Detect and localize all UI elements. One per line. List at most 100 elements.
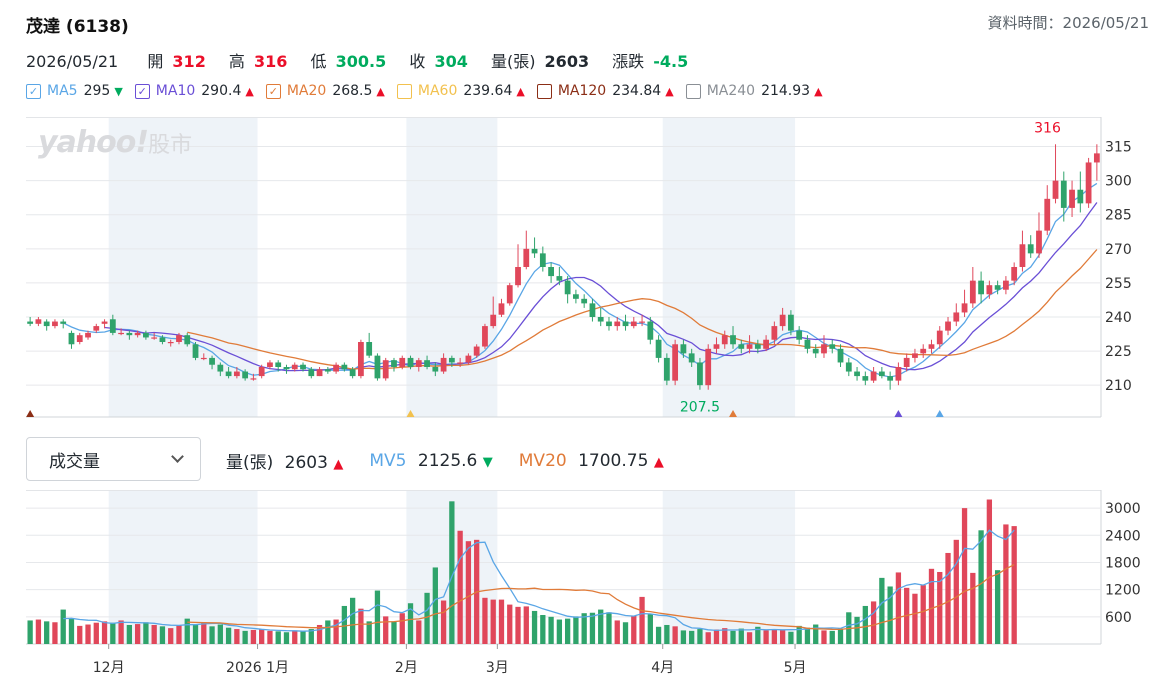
volume-bar	[531, 610, 538, 644]
volume-chart[interactable]: 600 1200 1800 2400 3000 12月 2026 1月 2月 3月 4月 5月	[26, 490, 1146, 690]
close-value: 304	[434, 52, 468, 71]
volume-bar	[465, 541, 472, 644]
candle-up	[415, 360, 422, 367]
checkbox-icon[interactable]: ✓	[265, 83, 281, 99]
mv20-label: MV20	[518, 450, 567, 471]
volume-tick-label: 3000	[1105, 501, 1141, 517]
candle-down	[308, 369, 315, 377]
candle-up	[713, 344, 720, 349]
trend-up-icon: ▲	[245, 84, 254, 98]
max-price-label: 316	[1034, 120, 1061, 136]
volume-bar	[598, 609, 604, 644]
candle-down	[804, 339, 811, 349]
volume-tick-label: 1800	[1105, 555, 1141, 571]
price-tick-label: 225	[1105, 344, 1132, 360]
volume-bar	[85, 624, 91, 644]
volume-tick-label: 2400	[1105, 528, 1141, 544]
candle-down	[192, 344, 199, 358]
candle-up	[498, 303, 505, 315]
indicator-select[interactable]: 成交量	[26, 437, 201, 481]
candle-up	[358, 342, 364, 377]
volume-bar	[813, 624, 819, 644]
event-marker-icon	[26, 410, 35, 417]
candle-down	[68, 332, 75, 345]
trend-up-icon: ▲	[653, 454, 664, 470]
volume-bar	[440, 600, 447, 644]
volume-bar	[614, 620, 620, 644]
stock-title: 茂達 (6138)	[26, 17, 129, 37]
month-label: 5月	[784, 660, 807, 676]
volume-bar	[234, 629, 240, 644]
price-chart[interactable]: 210 225 240 255 270 285 300 315 316 207.5	[26, 117, 1146, 419]
volume-bar	[639, 596, 645, 644]
volume-bar	[622, 622, 629, 644]
candle-down	[887, 376, 894, 381]
candle-down	[655, 339, 662, 358]
month-label: 12月	[93, 660, 125, 676]
volume-value: 2603	[544, 52, 590, 71]
candle-up	[118, 332, 124, 335]
ma-toggle-ma60[interactable]: MA60 239.64 ▲	[396, 83, 525, 99]
candle-up	[1044, 198, 1051, 231]
volume-bar	[374, 590, 381, 644]
ma-toggle-ma10[interactable]: ✓ MA10 290.4 ▲	[134, 83, 254, 99]
volume-bar	[110, 622, 116, 644]
mv5-label: MV5	[369, 450, 407, 471]
candle-up	[1036, 230, 1042, 254]
candle-down	[324, 369, 331, 372]
volume-bar	[399, 613, 405, 644]
checkbox-icon[interactable]	[685, 83, 701, 99]
checkbox-icon[interactable]: ✓	[134, 83, 150, 99]
candle-up	[101, 321, 108, 324]
volume-bar	[606, 612, 612, 644]
volume-bar	[267, 630, 273, 644]
checkbox-icon[interactable]: ✓	[26, 83, 41, 99]
volume-bar	[680, 630, 687, 644]
checkbox-icon[interactable]	[536, 83, 552, 99]
volume-bar	[581, 613, 587, 644]
ma-toggle-ma120[interactable]: MA120 234.84 ▲	[536, 83, 674, 99]
volume-bar	[829, 630, 835, 644]
quote-date: 2026/05/21	[26, 52, 119, 71]
candle-down	[606, 321, 612, 327]
candle-up	[1069, 189, 1075, 208]
ma-toggle-ma5[interactable]: ✓ MA5 295 ▼	[26, 83, 123, 99]
candle-up	[76, 335, 83, 342]
candle-down	[754, 344, 761, 349]
candle-down	[1077, 189, 1084, 204]
month-label: 2月	[395, 660, 418, 676]
ma-toggle-ma20[interactable]: ✓ MA20 268.5 ▲	[265, 83, 385, 99]
candle-up	[928, 344, 935, 349]
ma-legend: ✓ MA5 295 ▼ ✓ MA10 290.4 ▲ ✓ MA20 268.5 …	[26, 83, 835, 99]
volume-bar	[192, 624, 199, 644]
candle-down	[589, 303, 596, 317]
candle-down	[349, 369, 356, 377]
volume-bar	[746, 632, 753, 644]
candle-up	[771, 326, 778, 340]
volume-bar	[101, 621, 108, 644]
volume-bar	[250, 629, 257, 644]
volume-bar	[655, 626, 662, 644]
volume-bar	[325, 620, 331, 644]
candle-down	[27, 321, 34, 324]
chevron-down-icon	[171, 450, 184, 463]
candle-down	[680, 344, 687, 354]
candle-up	[969, 280, 976, 304]
candle-down	[43, 321, 50, 327]
ma-toggle-ma240[interactable]: MA240 214.93 ▲	[685, 83, 823, 99]
candle-down	[539, 253, 546, 267]
checkbox-icon[interactable]	[396, 83, 412, 99]
candle-up	[440, 357, 447, 372]
candle-up	[1093, 153, 1100, 163]
price-tick-label: 315	[1105, 140, 1132, 156]
ma-value: 295	[83, 83, 111, 99]
logo-section: 股市	[148, 133, 193, 158]
candle-up	[953, 312, 960, 322]
candle-down	[994, 285, 1001, 290]
candle-up	[945, 321, 951, 331]
candle-up	[1085, 162, 1092, 204]
candle-up	[291, 364, 298, 370]
volume-bar	[184, 618, 190, 644]
trend-up-icon: ▲	[814, 84, 823, 98]
volume-tick-label: 600	[1105, 610, 1132, 626]
